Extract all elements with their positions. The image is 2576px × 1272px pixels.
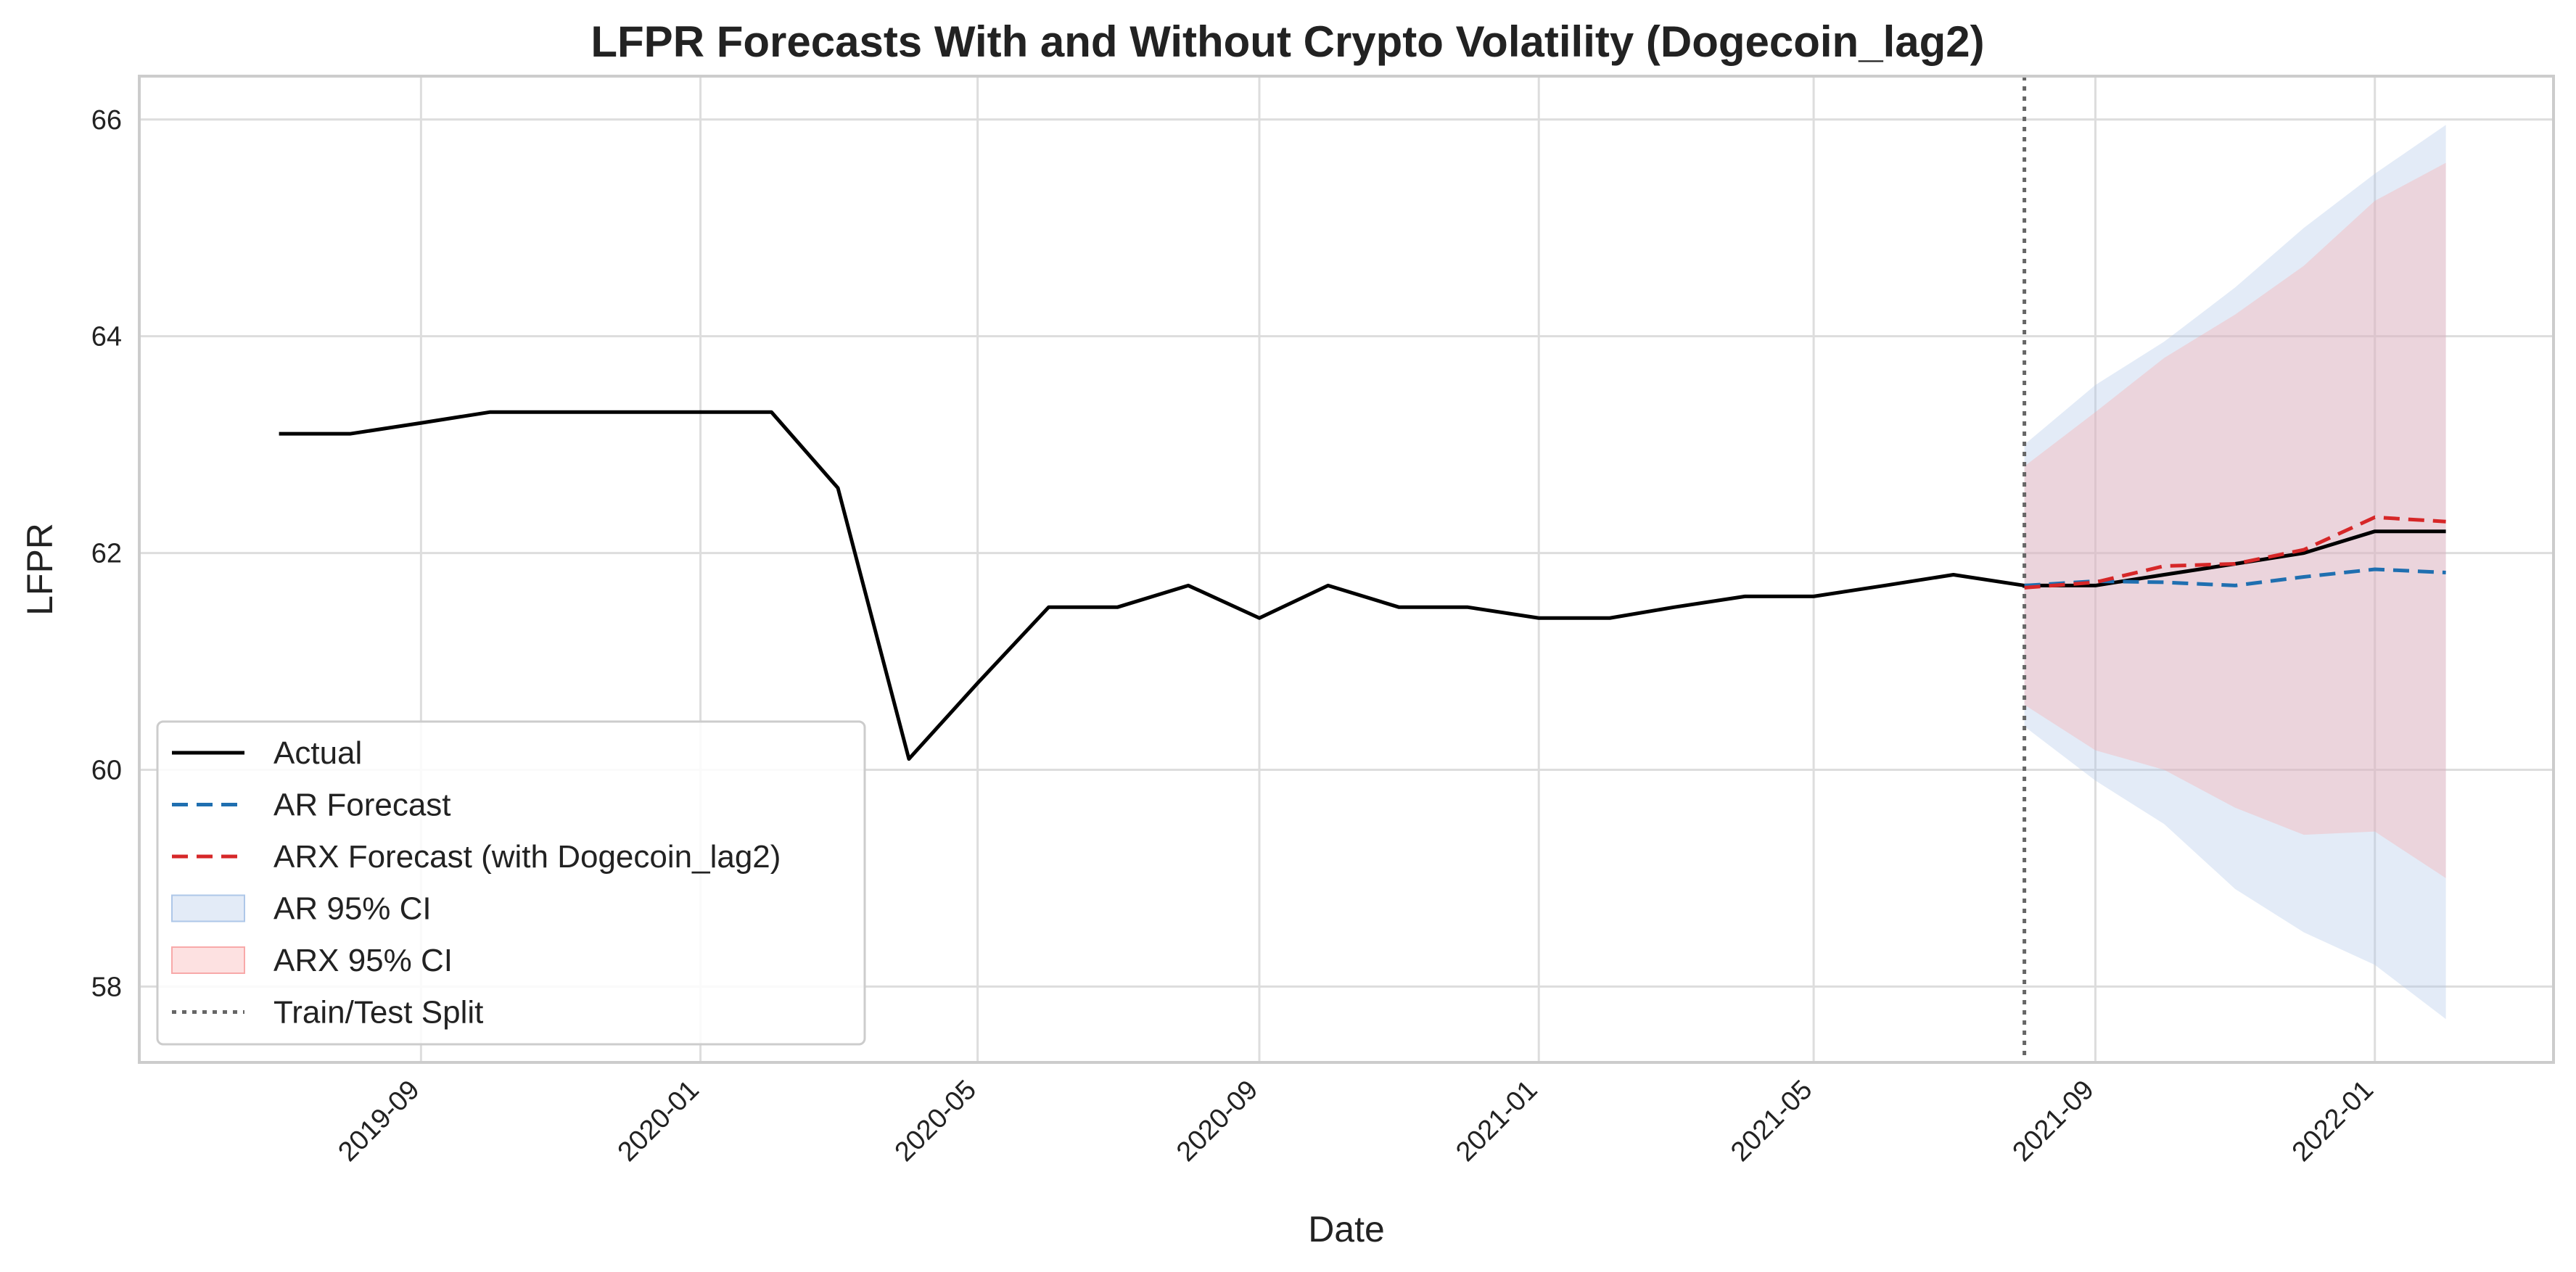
- legend-label-ar-forecast: AR Forecast: [273, 788, 451, 823]
- x-axis-label: Date: [1308, 1209, 1385, 1250]
- legend-label-arx-95-ci: ARX 95% CI: [273, 943, 453, 978]
- legend-label-actual: Actual: [273, 735, 362, 771]
- legend-label-ar-95-ci: AR 95% CI: [273, 891, 432, 927]
- plot-frame: [138, 75, 2555, 1064]
- y-tick-label: 66: [91, 105, 122, 136]
- legend-label-arx-forecast-with-dogecoin-lag2: ARX Forecast (with Dogecoin_lag2): [273, 839, 781, 875]
- y-tick-labels: 58 60 62 64 66: [91, 105, 122, 1003]
- legend-label-train-test-split: Train/Test Split: [273, 995, 483, 1031]
- y-tick-label: 64: [91, 322, 122, 352]
- legend-swatch-ar-95-ci: [171, 894, 245, 922]
- band-arx-95-ci: [2024, 162, 2446, 878]
- series-line-actual: [279, 410, 2446, 761]
- legend: Actual AR Forecast ARX Forecast (with Doge…: [156, 720, 866, 1046]
- series-lines: [279, 410, 2446, 761]
- y-axis-label: LFPR: [20, 523, 60, 616]
- series-line-ar-forecast: [2024, 567, 2446, 587]
- chart-title: LFPR Forecasts With and Without Crypto V…: [590, 17, 1984, 66]
- legend-box: [156, 720, 866, 1046]
- y-tick-label: 58: [91, 972, 122, 1002]
- legend-swatch-arx-95-ci: [171, 946, 245, 974]
- series-line-arx-forecast-with-dogecoin-lag2: [2024, 515, 2446, 590]
- y-tick-label: 62: [91, 539, 122, 569]
- band-ar-95-ci: [2024, 125, 2446, 1020]
- y-tick-label: 60: [91, 755, 122, 785]
- confidence-bands: [2024, 125, 2446, 1020]
- grid-lines: [139, 76, 2554, 1062]
